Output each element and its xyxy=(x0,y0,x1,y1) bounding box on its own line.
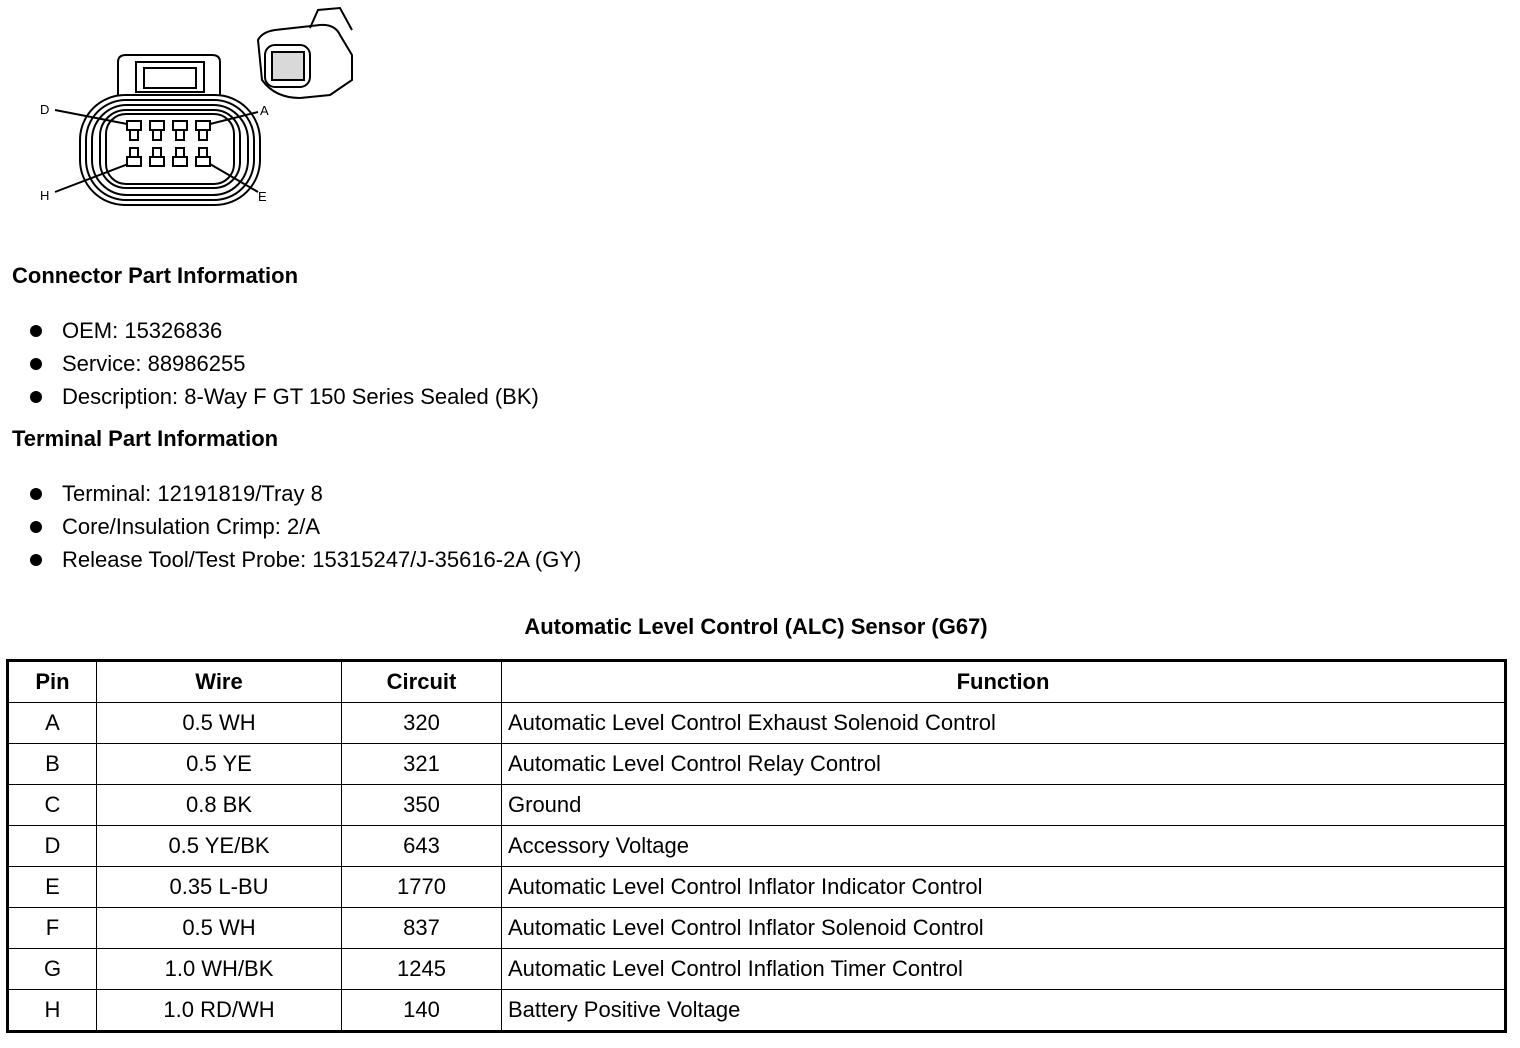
function-cell: Automatic Level Control Inflation Timer … xyxy=(501,948,1506,990)
bullet-icon xyxy=(30,487,42,500)
pin-cell: H xyxy=(7,989,97,1032)
bullet-icon xyxy=(30,553,42,566)
list-item: Release Tool/Test Probe: 15315247/J-3561… xyxy=(30,543,581,576)
function-cell: Automatic Level Control Relay Control xyxy=(501,743,1506,785)
function-cell: Ground xyxy=(501,784,1506,826)
table-row: G 1.0 WH/BK 1245 Automatic Level Control In… xyxy=(7,948,1506,990)
list-item: OEM: 15326836 xyxy=(30,314,222,347)
connector-face-diagram: D A H E xyxy=(40,6,353,206)
table-row: H 1.0 RD/WH 140 Battery Positive Voltage xyxy=(7,989,1506,1032)
table-row: C 0.8 BK 350 Ground xyxy=(7,784,1506,826)
function-cell: Automatic Level Control Exhaust Solenoid… xyxy=(501,702,1506,744)
circuit-cell: 321 xyxy=(341,743,502,785)
circuit-cell: 837 xyxy=(341,907,502,949)
wire-cell: 0.5 WH xyxy=(96,702,342,744)
function-cell: Automatic Level Control Inflator Indicat… xyxy=(501,866,1506,908)
connector-3d-view xyxy=(256,6,353,100)
table-row: B 0.5 YE 321 Automatic Level Control Relay … xyxy=(7,743,1506,785)
wire-cell: 0.8 BK xyxy=(96,784,342,826)
wire-cell: 0.5 WH xyxy=(96,907,342,949)
function-cell: Accessory Voltage xyxy=(501,825,1506,867)
terminal-part-heading: Terminal Part Information xyxy=(12,426,279,451)
pinout-table: Pin Wire Circuit Function A 0.5 WH 320 Auto… xyxy=(6,659,1507,1033)
function-cell: Battery Positive Voltage xyxy=(501,989,1506,1032)
table-title: Automatic Level Control (ALC) Sensor (G6… xyxy=(524,614,988,639)
wire-cell: 1.0 WH/BK xyxy=(96,948,342,990)
header-wire: Wire xyxy=(96,660,342,703)
wire-cell: 1.0 RD/WH xyxy=(96,989,342,1032)
list-item: Description: 8-Way F GT 150 Series Seale… xyxy=(30,380,539,413)
list-item: Terminal: 12191819/Tray 8 xyxy=(30,477,323,510)
circuit-cell: 643 xyxy=(341,825,502,867)
wire-cell: 0.35 L-BU xyxy=(96,866,342,908)
pin-label-e: E xyxy=(258,189,267,204)
circuit-cell: 350 xyxy=(341,784,502,826)
table-row: E 0.35 L-BU 1770 Automatic Level Control In… xyxy=(7,866,1506,908)
pin-cell: F xyxy=(7,907,97,949)
pin-label-d: D xyxy=(40,102,49,117)
list-item: Core/Insulation Crimp: 2/A xyxy=(30,510,320,543)
bullet-icon xyxy=(30,324,42,337)
table-row: F 0.5 WH 837 Automatic Level Control Inflat… xyxy=(7,907,1506,949)
pin-cell: G xyxy=(7,948,97,990)
pin-label-a: A xyxy=(260,103,269,118)
circuit-cell: 320 xyxy=(341,702,502,744)
wire-cell: 0.5 YE/BK xyxy=(96,825,342,867)
circuit-cell: 140 xyxy=(341,989,502,1032)
connector-part-heading: Connector Part Information xyxy=(12,263,299,288)
pin-cell: B xyxy=(7,743,97,785)
header-pin: Pin xyxy=(7,660,97,703)
circuit-cell: 1770 xyxy=(341,866,502,908)
pin-cell: A xyxy=(7,702,97,744)
function-cell: Automatic Level Control Inflator Solenoi… xyxy=(501,907,1506,949)
header-function: Function xyxy=(501,660,1506,703)
circuit-cell: 1245 xyxy=(341,948,502,990)
table-row: D 0.5 YE/BK 643 Accessory Voltage xyxy=(7,825,1506,867)
bullet-icon xyxy=(30,520,42,533)
pin-cell: D xyxy=(7,825,97,867)
header-circuit: Circuit xyxy=(341,660,502,703)
bullet-icon xyxy=(30,357,42,370)
list-item: Service: 88986255 xyxy=(30,347,245,380)
table-header-row: Pin Wire Circuit Function xyxy=(7,660,1506,703)
pin-cell: C xyxy=(7,784,97,826)
pin-label-h: H xyxy=(40,188,49,203)
bullet-icon xyxy=(30,390,42,403)
pin-cell: E xyxy=(7,866,97,908)
wire-cell: 0.5 YE xyxy=(96,743,342,785)
table-row: A 0.5 WH 320 Automatic Level Control Exhaus… xyxy=(7,702,1506,744)
